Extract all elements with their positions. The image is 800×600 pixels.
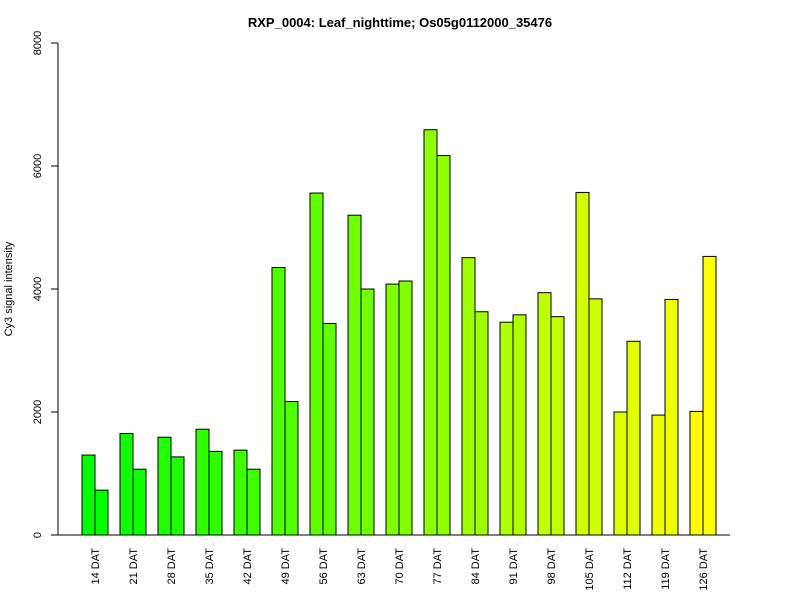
y-tick-label: 6000 xyxy=(32,154,44,178)
bar xyxy=(81,454,96,536)
bar xyxy=(157,436,172,536)
bar xyxy=(322,322,337,536)
x-tick-label: 91 DAT xyxy=(508,548,520,585)
y-tick-label: 4000 xyxy=(32,277,44,301)
bar xyxy=(119,433,134,536)
x-tick-label: 56 DAT xyxy=(318,548,330,585)
bar xyxy=(436,155,451,536)
bar xyxy=(347,214,362,536)
x-tick-label: 21 DAT xyxy=(128,548,140,585)
bar xyxy=(588,298,603,536)
x-tick-label: 77 DAT xyxy=(432,548,444,585)
x-tick-label: 49 DAT xyxy=(280,548,292,585)
x-tick-label: 98 DAT xyxy=(546,548,558,585)
x-tick-label: 126 DAT xyxy=(698,548,710,591)
bar xyxy=(512,314,527,536)
x-tick-label: 70 DAT xyxy=(394,548,406,585)
y-axis: 0 2000 4000 6000 8000 xyxy=(32,31,59,538)
x-tick-label: 112 DAT xyxy=(622,548,634,590)
x-tick-label: 105 DAT xyxy=(584,548,596,591)
x-axis: 14 DAT 21 DAT 28 DAT 35 DAT 42 DAT 49 DAT 56 D… xyxy=(58,534,730,591)
x-tick-label: 35 DAT xyxy=(204,548,216,585)
bar xyxy=(246,468,261,536)
bar xyxy=(689,410,704,536)
bar xyxy=(271,266,286,536)
y-tick-label: 8000 xyxy=(32,31,44,55)
x-tick-label: 14 DAT xyxy=(90,548,102,585)
bar xyxy=(626,340,641,536)
y-tick-label: 0 xyxy=(32,532,44,538)
bar xyxy=(208,450,223,536)
bar xyxy=(499,321,514,536)
bar xyxy=(613,411,628,536)
bar xyxy=(385,283,400,536)
x-tick-label: 42 DAT xyxy=(242,548,254,585)
x-tick-label: 84 DAT xyxy=(470,548,482,585)
bar xyxy=(474,311,489,536)
bar xyxy=(398,280,413,536)
bar xyxy=(284,401,299,536)
y-tick-label: 2000 xyxy=(32,400,44,424)
bars xyxy=(81,129,717,536)
bar xyxy=(170,456,185,536)
bar xyxy=(537,292,552,536)
bar xyxy=(132,468,147,536)
x-tick-label: 119 DAT xyxy=(660,548,672,590)
bar xyxy=(195,428,210,536)
bar xyxy=(423,129,438,536)
bar xyxy=(360,288,375,536)
x-tick-label: 63 DAT xyxy=(356,548,368,585)
bar xyxy=(664,298,679,536)
bar xyxy=(550,316,565,536)
bar xyxy=(702,255,717,536)
y-axis-label: Cy3 signal intensity xyxy=(3,241,15,336)
bar xyxy=(309,192,324,536)
x-tick-label: 28 DAT xyxy=(166,548,178,585)
bar xyxy=(233,449,248,536)
bar xyxy=(461,257,476,536)
bar xyxy=(575,191,590,536)
chart-title: RXP_0004: Leaf_nighttime; Os05g0112000_3… xyxy=(248,15,552,30)
bar xyxy=(94,489,109,536)
bar xyxy=(651,414,666,536)
